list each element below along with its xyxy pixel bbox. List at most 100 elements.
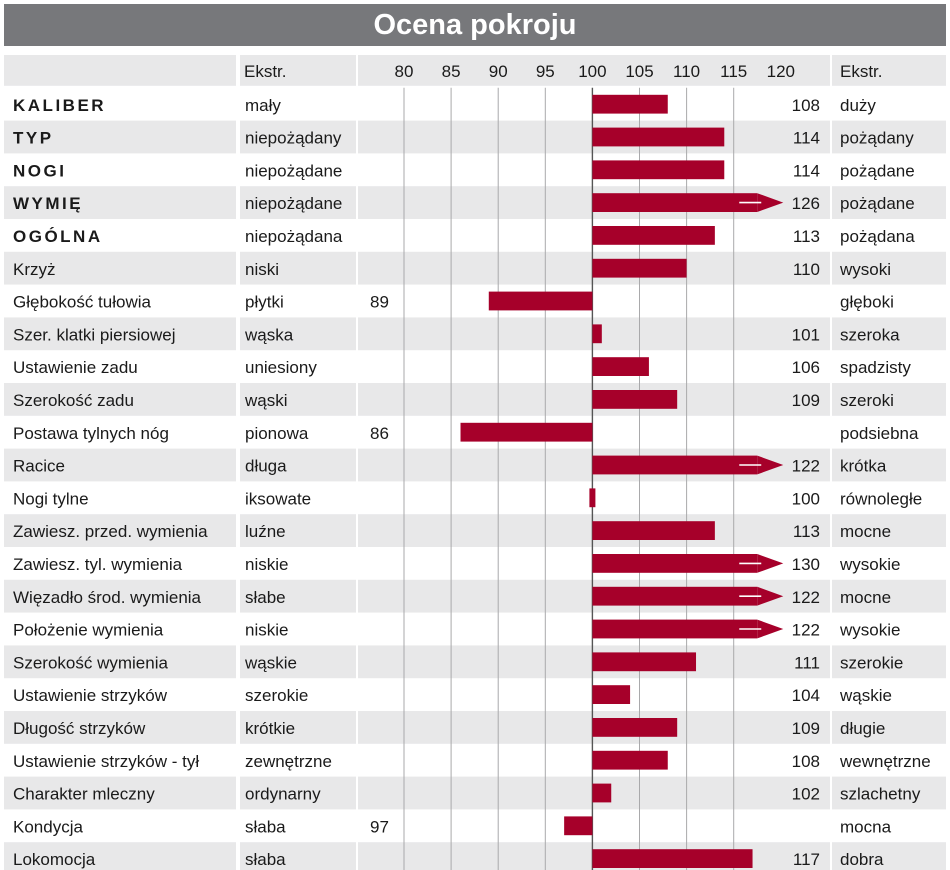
high-extreme-label: mocne bbox=[840, 522, 891, 541]
high-extreme-label: pożądany bbox=[840, 129, 914, 148]
value-label: 97 bbox=[370, 817, 389, 836]
low-extreme-label: wąski bbox=[244, 391, 288, 410]
low-extreme-label: niski bbox=[245, 260, 279, 279]
bar bbox=[592, 390, 678, 409]
right-extreme-header: Ekstr. bbox=[840, 62, 883, 81]
chart-title: Ocena pokroju bbox=[4, 4, 946, 46]
trait-label: Zawiesz. tyl. wymienia bbox=[13, 555, 183, 574]
bar bbox=[592, 652, 697, 672]
value-label: 102 bbox=[792, 785, 820, 804]
low-extreme-label: długa bbox=[245, 457, 287, 476]
tick-label: 110 bbox=[673, 62, 700, 81]
value-label: 113 bbox=[793, 227, 820, 246]
bar bbox=[592, 258, 687, 278]
value-label: 89 bbox=[370, 293, 389, 312]
row-stripe bbox=[4, 383, 236, 416]
bar bbox=[592, 226, 715, 245]
row-stripe bbox=[832, 645, 946, 679]
header-cell-bg bbox=[358, 55, 830, 86]
value-label: 100 bbox=[792, 489, 820, 508]
left-extreme-header: Ekstr. bbox=[244, 62, 287, 81]
trait-label: Charakter mleczny bbox=[13, 785, 155, 804]
high-extreme-label: pożądana bbox=[840, 227, 915, 246]
row-stripe bbox=[4, 317, 236, 351]
low-extreme-label: niepożądane bbox=[245, 194, 342, 213]
value-label: 122 bbox=[792, 621, 820, 640]
row-stripe bbox=[240, 776, 356, 810]
tick-label: 105 bbox=[625, 62, 653, 81]
high-extreme-label: pożądane bbox=[840, 161, 915, 180]
value-label: 122 bbox=[792, 457, 820, 476]
bar bbox=[592, 94, 668, 114]
bar bbox=[564, 816, 593, 836]
high-extreme-label: długie bbox=[840, 719, 885, 738]
row-stripe bbox=[4, 186, 236, 219]
high-extreme-label: dobra bbox=[840, 850, 884, 869]
value-label: 86 bbox=[370, 424, 389, 443]
low-extreme-label: szerokie bbox=[245, 686, 308, 705]
value-label: 122 bbox=[792, 588, 820, 607]
trait-label: Więzadło środ. wymienia bbox=[13, 588, 202, 607]
trait-label: OGÓLNA bbox=[13, 227, 103, 246]
bar bbox=[592, 324, 602, 344]
trait-label: Ustawienie zadu bbox=[13, 358, 138, 377]
row-stripe bbox=[4, 448, 236, 482]
tick-label: 85 bbox=[442, 62, 461, 81]
row-stripe bbox=[832, 120, 946, 154]
row-stripe bbox=[240, 251, 356, 285]
high-extreme-label: wysokie bbox=[839, 555, 900, 574]
value-label: 111 bbox=[794, 653, 820, 672]
low-extreme-label: słaba bbox=[245, 817, 286, 836]
row-stripe bbox=[240, 842, 356, 870]
value-label: 114 bbox=[793, 129, 820, 148]
trait-label: TYP bbox=[13, 129, 54, 148]
high-extreme-label: wewnętrzne bbox=[839, 752, 931, 771]
trait-label: Krzyż bbox=[13, 260, 56, 279]
low-extreme-label: niskie bbox=[245, 555, 288, 574]
bar bbox=[488, 291, 593, 311]
bar bbox=[592, 521, 715, 540]
bar bbox=[592, 783, 612, 803]
row-stripe bbox=[832, 448, 946, 482]
tick-label: 95 bbox=[536, 62, 555, 81]
trait-label: NOGI bbox=[13, 161, 66, 180]
row-stripe bbox=[240, 186, 356, 219]
row-stripe bbox=[4, 776, 236, 810]
bar bbox=[592, 750, 668, 770]
trait-label: Położenie wymienia bbox=[13, 621, 164, 640]
low-extreme-label: niepożądane bbox=[245, 161, 342, 180]
high-extreme-label: pożądane bbox=[840, 194, 915, 213]
overflow-arrow bbox=[757, 455, 784, 475]
high-extreme-label: wysokie bbox=[839, 621, 900, 640]
trait-label: Lokomocja bbox=[13, 850, 96, 869]
value-label: 108 bbox=[792, 96, 820, 115]
high-extreme-label: szerokie bbox=[840, 653, 903, 672]
value-label: 108 bbox=[792, 752, 820, 771]
bar bbox=[592, 849, 753, 868]
trait-label: Racice bbox=[13, 457, 65, 476]
row-stripe bbox=[240, 383, 356, 416]
row-stripe bbox=[832, 711, 946, 744]
bar bbox=[592, 160, 725, 180]
high-extreme-label: spadzisty bbox=[840, 358, 911, 377]
low-extreme-label: uniesiony bbox=[245, 358, 317, 377]
bar bbox=[592, 619, 758, 639]
high-extreme-label: wąskie bbox=[839, 686, 892, 705]
overflow-arrow bbox=[757, 193, 784, 212]
row-stripe bbox=[832, 251, 946, 285]
row-stripe bbox=[240, 645, 356, 679]
row-stripe bbox=[240, 448, 356, 482]
high-extreme-label: krótka bbox=[840, 457, 887, 476]
bar bbox=[589, 488, 596, 508]
bar bbox=[592, 455, 758, 475]
trait-label: Ustawienie strzyków bbox=[13, 686, 168, 705]
tick-label: 120 bbox=[767, 62, 795, 81]
high-extreme-label: podsiebna bbox=[840, 424, 919, 443]
tick-label: 100 bbox=[578, 62, 606, 81]
low-extreme-label: niepożądany bbox=[245, 129, 342, 148]
low-extreme-label: krótkie bbox=[245, 719, 295, 738]
row-stripe bbox=[832, 186, 946, 219]
low-extreme-label: ordynarny bbox=[245, 785, 321, 804]
trait-label: KALIBER bbox=[13, 96, 106, 115]
